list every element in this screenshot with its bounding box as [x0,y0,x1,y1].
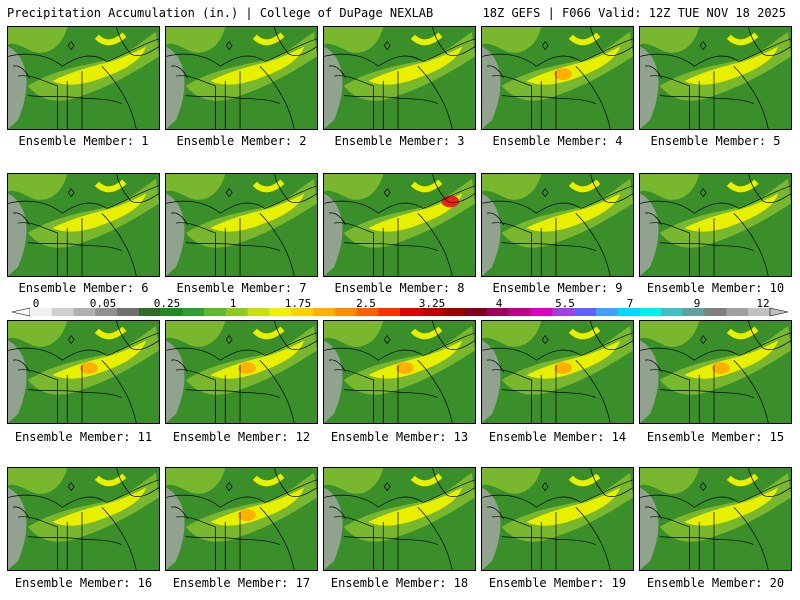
colorbar-tick-label: 0.25 [153,297,181,310]
colorbar-segment [639,308,662,316]
colorbar-segment [530,308,553,316]
colorbar-segment [465,308,488,316]
colorbar-segment [704,308,727,316]
ensemble-member-map [481,26,634,130]
colorbar-tick-label: 1.75 [284,297,312,310]
colorbar-segment [748,308,771,316]
ensemble-member-label: Ensemble Member: 7 [176,281,307,295]
colorbar-segment [726,308,749,316]
colorbar-segment [378,308,401,316]
ensemble-member-label: Ensemble Member: 10 [646,281,785,295]
ensemble-member-map [323,320,476,424]
ensemble-member-map [639,467,792,571]
colorbar-segment [138,308,161,316]
colorbar-segment [269,308,292,316]
ensemble-member-label: Ensemble Member: 2 [176,134,307,148]
ensemble-member-map [165,320,318,424]
colorbar-tick-label: 2.5 [356,297,376,310]
colorbar-tick-label: 12 [756,297,770,310]
ensemble-member-label: Ensemble Member: 12 [172,430,311,444]
colorbar-tick-label: 4 [495,297,503,310]
colorbar-segment [421,308,444,316]
ensemble-member-label: Ensemble Member: 6 [18,281,149,295]
colorbar-segment [182,308,205,316]
ensemble-member-map [323,173,476,277]
ensemble-member-map [481,173,634,277]
ensemble-member-map [7,467,160,571]
precip-colorbar [12,307,788,317]
colorbar-max-arrow [769,307,788,317]
colorbar-tick-label: 0 [32,297,40,310]
colorbar-segment [356,308,379,316]
ensemble-member-label: Ensemble Member: 4 [492,134,623,148]
ensemble-member-map [639,26,792,130]
colorbar-segment [51,308,74,316]
ensemble-member-label: Ensemble Member: 14 [488,430,627,444]
colorbar-segment [443,308,466,316]
ensemble-member-label: Ensemble Member: 8 [334,281,465,295]
colorbar-segment [247,308,270,316]
colorbar-segment [574,308,597,316]
ensemble-member-label: Ensemble Member: 11 [14,430,153,444]
colorbar-segment [291,308,314,316]
colorbar-segment [160,308,183,316]
colorbar-segment [204,308,227,316]
ensemble-member-label: Ensemble Member: 9 [492,281,623,295]
colorbar-tick-label: 5.5 [555,297,575,310]
colorbar-segment [595,308,618,316]
colorbar-segment [552,308,575,316]
ensemble-member-map [639,320,792,424]
colorbar-segment [73,308,96,316]
ensemble-member-map [323,467,476,571]
colorbar-segment [661,308,684,316]
ensemble-member-map [165,173,318,277]
ensemble-member-label: Ensemble Member: 20 [646,576,785,590]
colorbar-segment [334,308,357,316]
colorbar-segment [400,308,423,316]
colorbar-segment [225,308,248,316]
colorbar-tick-label: 1 [229,297,237,310]
ensemble-member-map [7,26,160,130]
colorbar-segment [117,308,140,316]
colorbar-min-arrow [12,307,31,317]
map-title: Precipitation Accumulation (in.) | Colle… [7,6,434,20]
model-run-info: 18Z GEFS | F066 Valid: 12Z TUE NOV 18 20… [482,6,786,20]
ensemble-member-label: Ensemble Member: 18 [330,576,469,590]
ensemble-member-label: Ensemble Member: 15 [646,430,785,444]
colorbar-tick-label: 0.05 [89,297,117,310]
ensemble-member-label: Ensemble Member: 19 [488,576,627,590]
ensemble-member-map [639,173,792,277]
ensemble-member-map [165,26,318,130]
colorbar-segment [682,308,706,316]
ensemble-member-label: Ensemble Member: 16 [14,576,153,590]
colorbar-segment [30,308,53,316]
ensemble-member-map [7,320,160,424]
colorbar-segment [617,308,640,316]
ensemble-member-label: Ensemble Member: 13 [330,430,469,444]
ensemble-member-label: Ensemble Member: 5 [650,134,781,148]
colorbar-tick-label: 7 [626,297,634,310]
ensemble-member-map [481,320,634,424]
ensemble-member-map [7,173,160,277]
ensemble-member-map [323,26,476,130]
ensemble-member-map [481,467,634,571]
ensemble-member-label: Ensemble Member: 1 [18,134,149,148]
colorbar-tick-label: 3.25 [418,297,446,310]
colorbar-segment [95,308,118,316]
colorbar-segment [487,308,510,316]
ensemble-member-label: Ensemble Member: 3 [334,134,465,148]
ensemble-member-map [165,467,318,571]
colorbar-segment [312,308,336,316]
ensemble-member-label: Ensemble Member: 17 [172,576,311,590]
colorbar-segment [508,308,531,316]
colorbar-tick-label: 9 [693,297,701,310]
